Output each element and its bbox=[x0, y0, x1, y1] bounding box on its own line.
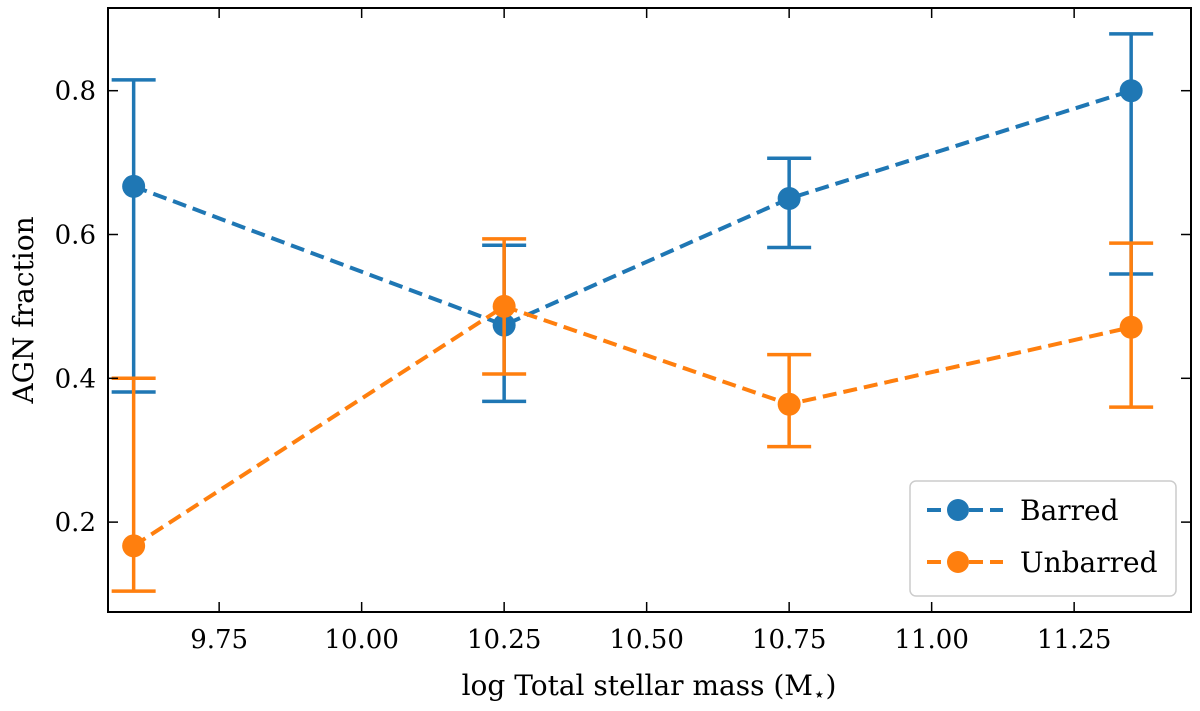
x-tick-label: 10.00 bbox=[324, 625, 398, 655]
y-tick-label: 0.2 bbox=[55, 508, 96, 538]
legend-marker-barred bbox=[947, 499, 969, 521]
series-barred bbox=[111, 32, 1154, 404]
legend-label-unbarred: Unbarred bbox=[1020, 546, 1158, 579]
series-line-barred bbox=[132, 88, 1132, 328]
plot-area bbox=[111, 32, 1154, 593]
x-tick-label: 10.75 bbox=[752, 625, 826, 655]
data-point-unbarred bbox=[122, 534, 146, 558]
y-tick-label: 0.4 bbox=[55, 364, 96, 394]
x-tick-label: 11.00 bbox=[894, 625, 968, 655]
x-tick-label: 10.25 bbox=[467, 625, 541, 655]
y-tick-label: 0.8 bbox=[55, 77, 96, 107]
y-tick-label: 0.6 bbox=[55, 221, 96, 251]
data-point-barred bbox=[122, 174, 146, 198]
legend-marker-unbarred bbox=[947, 551, 969, 573]
x-axis-label: log Total stellar mass (M⋆) bbox=[462, 669, 837, 706]
plot-frame bbox=[107, 7, 1192, 613]
y-axis-label: AGN fraction bbox=[7, 216, 40, 404]
data-point-unbarred bbox=[492, 294, 516, 318]
data-point-barred bbox=[777, 187, 801, 211]
x-tick-label: 11.25 bbox=[1037, 625, 1111, 655]
legend-label-barred: Barred bbox=[1020, 494, 1119, 527]
data-point-unbarred bbox=[1119, 315, 1143, 339]
series-line-unbarred bbox=[132, 304, 1132, 548]
x-tick-label: 9.75 bbox=[190, 625, 248, 655]
series-unbarred bbox=[111, 237, 1154, 593]
data-point-unbarred bbox=[777, 392, 801, 416]
legend: Barred Unbarred bbox=[909, 480, 1177, 597]
data-point-barred bbox=[1119, 79, 1143, 103]
x-tick-label: 10.50 bbox=[609, 625, 683, 655]
axis-ticks: 9.75 10.00 10.25 10.50 10.75 11.00 11.25 0.2 0.4… bbox=[55, 8, 1191, 655]
